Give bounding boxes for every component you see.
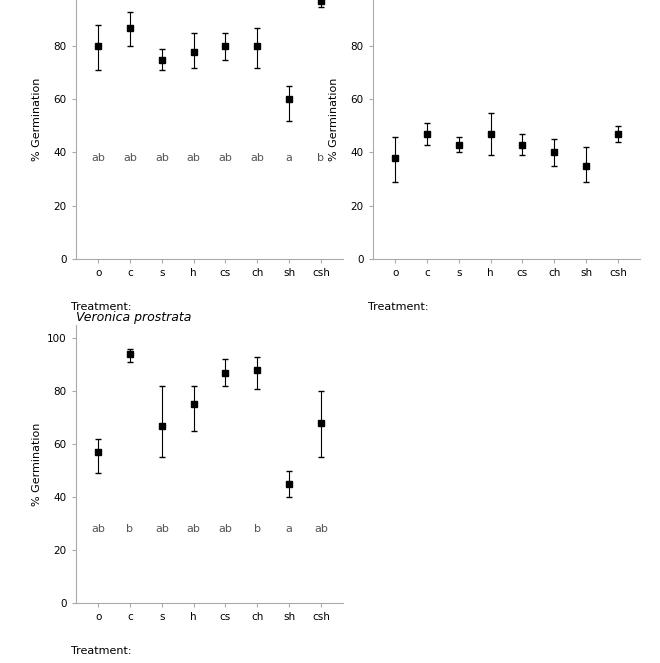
Text: Treatment:: Treatment: — [71, 646, 131, 656]
Text: ab: ab — [91, 524, 105, 534]
Text: b: b — [127, 524, 133, 534]
Text: ab: ab — [250, 152, 264, 163]
Text: ab: ab — [187, 524, 201, 534]
Text: ab: ab — [123, 152, 137, 163]
Text: Veronica prostrata: Veronica prostrata — [76, 311, 191, 324]
Y-axis label: % Germination: % Germination — [329, 78, 339, 161]
Text: b: b — [317, 152, 325, 163]
Text: ab: ab — [314, 524, 328, 534]
Text: a: a — [286, 152, 292, 163]
Y-axis label: % Germination: % Germination — [32, 78, 42, 161]
Text: a: a — [286, 524, 292, 534]
Text: ab: ab — [218, 152, 232, 163]
Text: ab: ab — [218, 524, 232, 534]
Text: ab: ab — [91, 152, 105, 163]
Text: ab: ab — [187, 152, 201, 163]
Text: b: b — [254, 524, 261, 534]
Y-axis label: % Germination: % Germination — [32, 422, 42, 506]
Text: Treatment:: Treatment: — [71, 302, 131, 312]
Text: ab: ab — [155, 524, 169, 534]
Text: Treatment:: Treatment: — [368, 302, 428, 312]
Text: ab: ab — [155, 152, 169, 163]
